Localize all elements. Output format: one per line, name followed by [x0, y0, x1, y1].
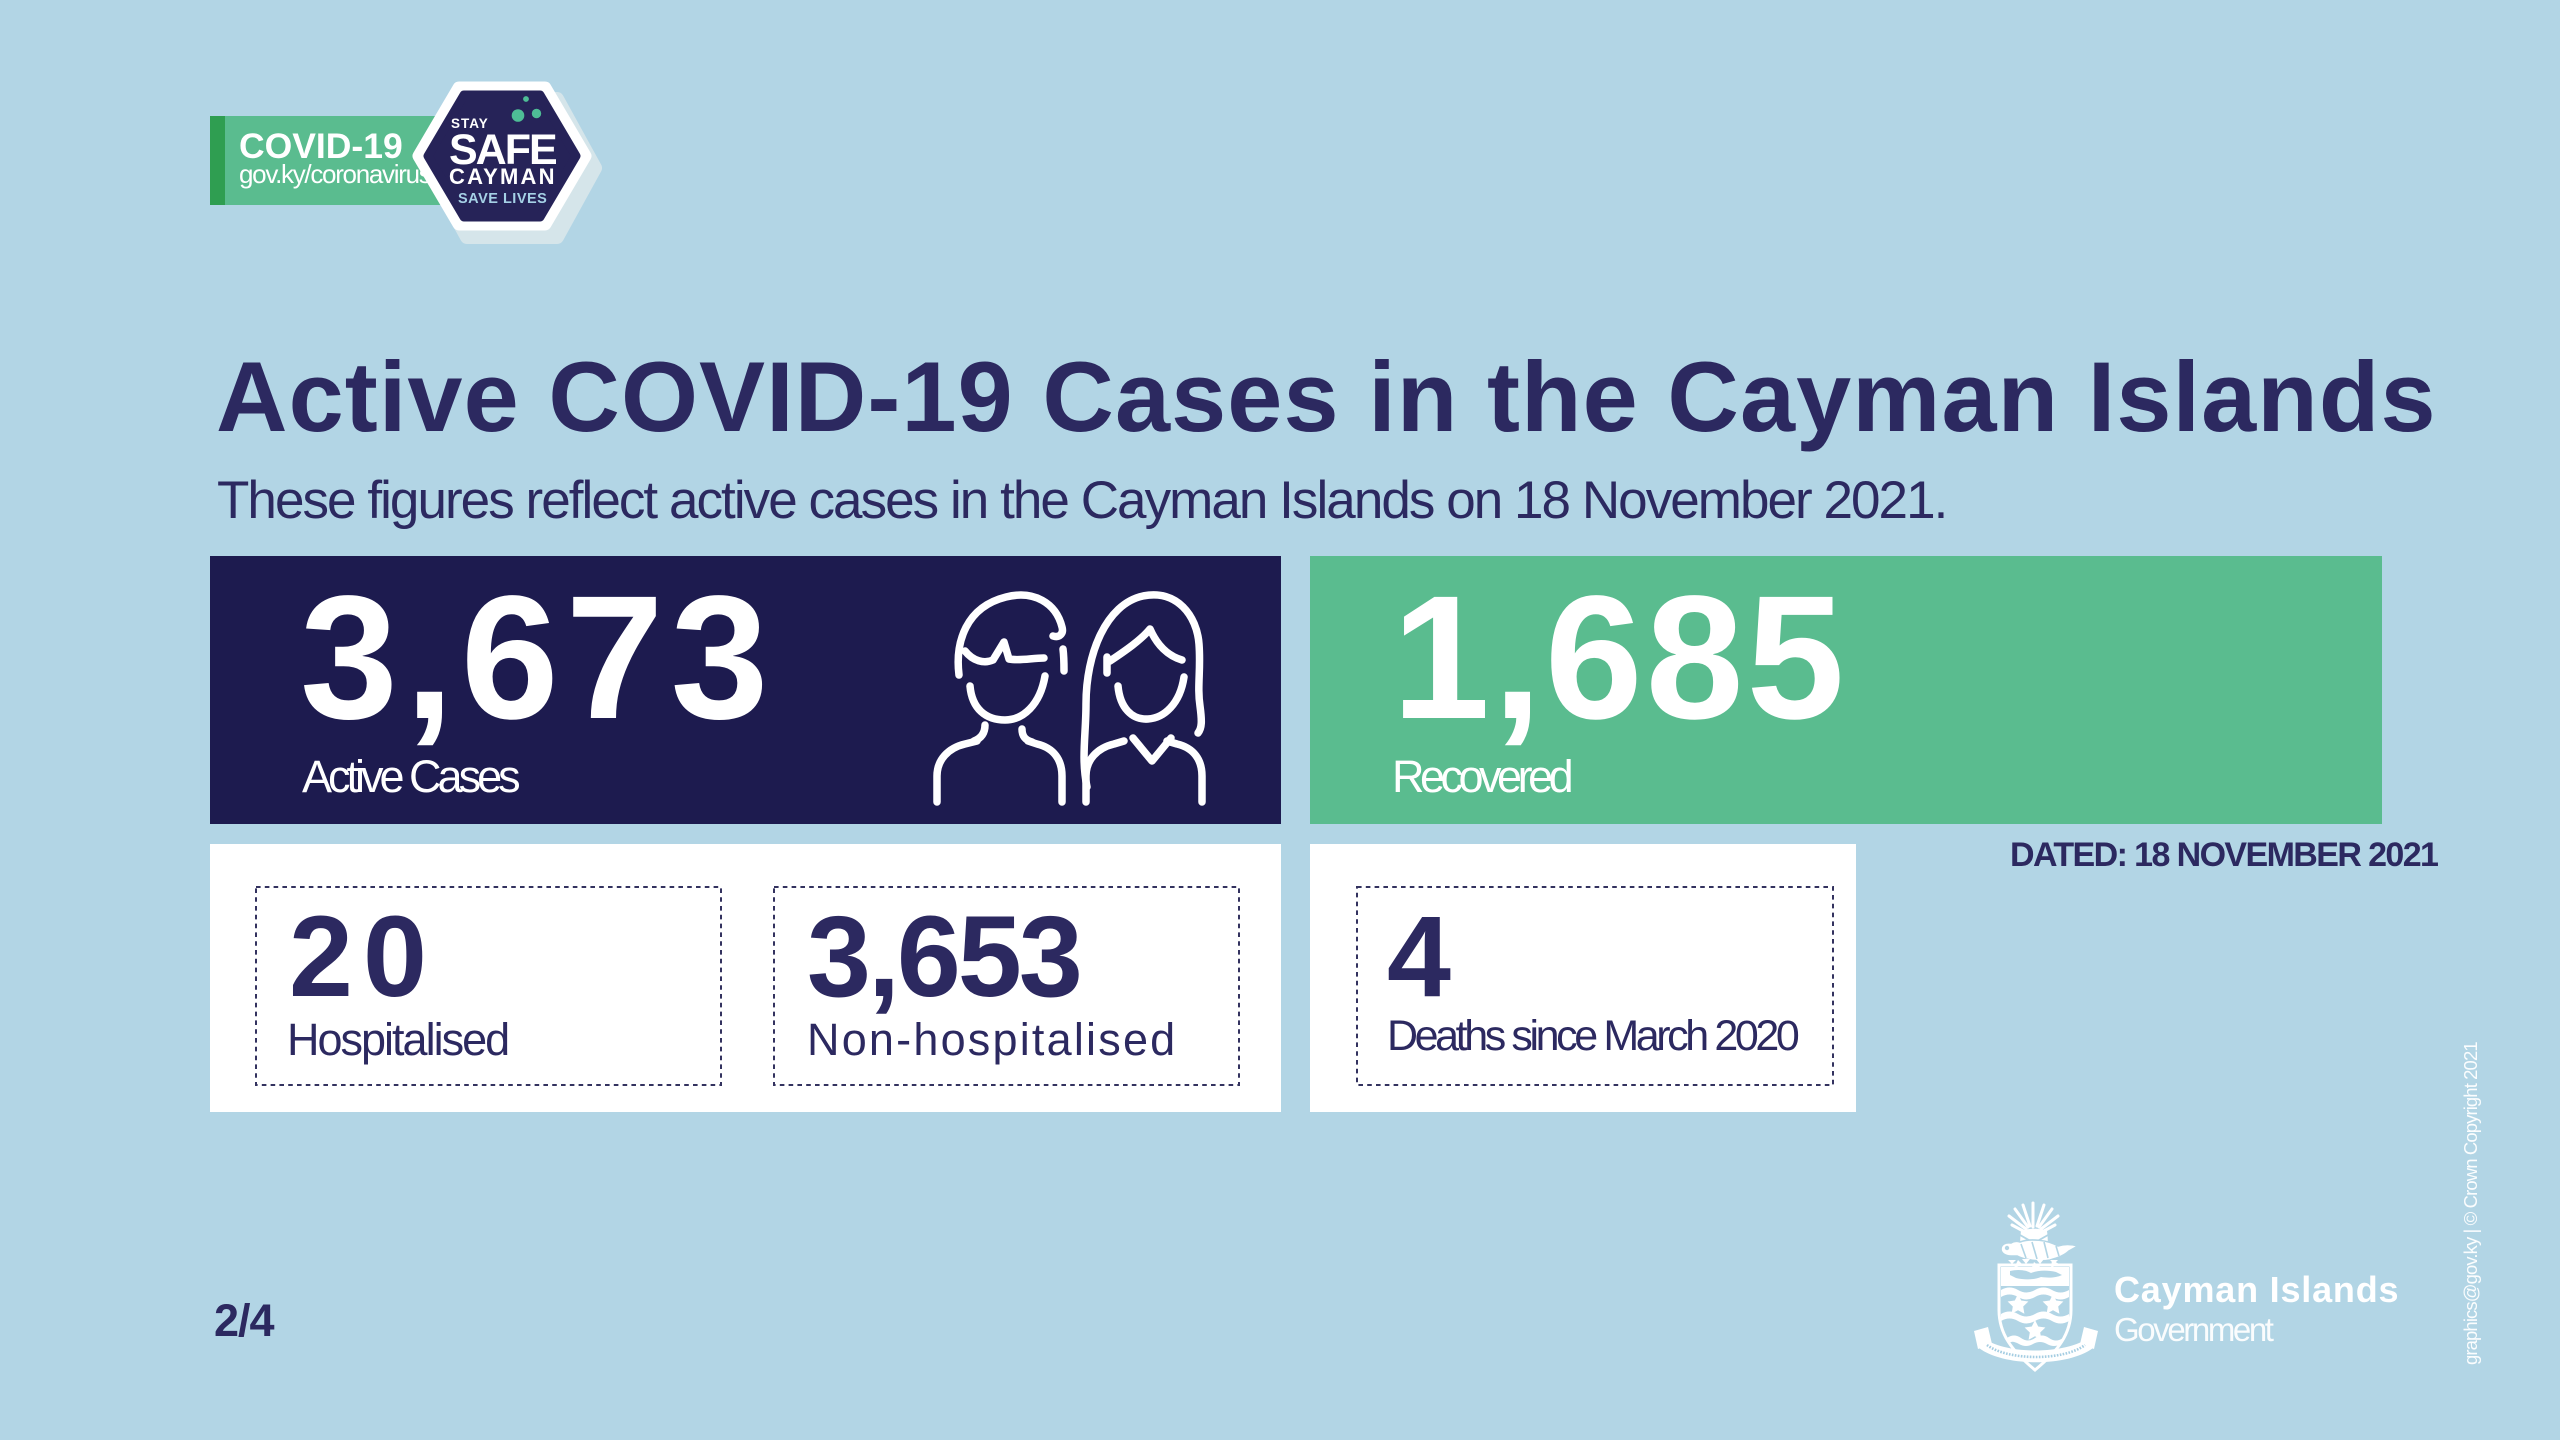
svg-text:SAVE LIVES: SAVE LIVES: [458, 191, 547, 207]
svg-text:STAY: STAY: [451, 116, 489, 131]
svg-text:CAYMAN: CAYMAN: [449, 164, 557, 189]
svg-text:SAFE: SAFE: [449, 126, 556, 174]
